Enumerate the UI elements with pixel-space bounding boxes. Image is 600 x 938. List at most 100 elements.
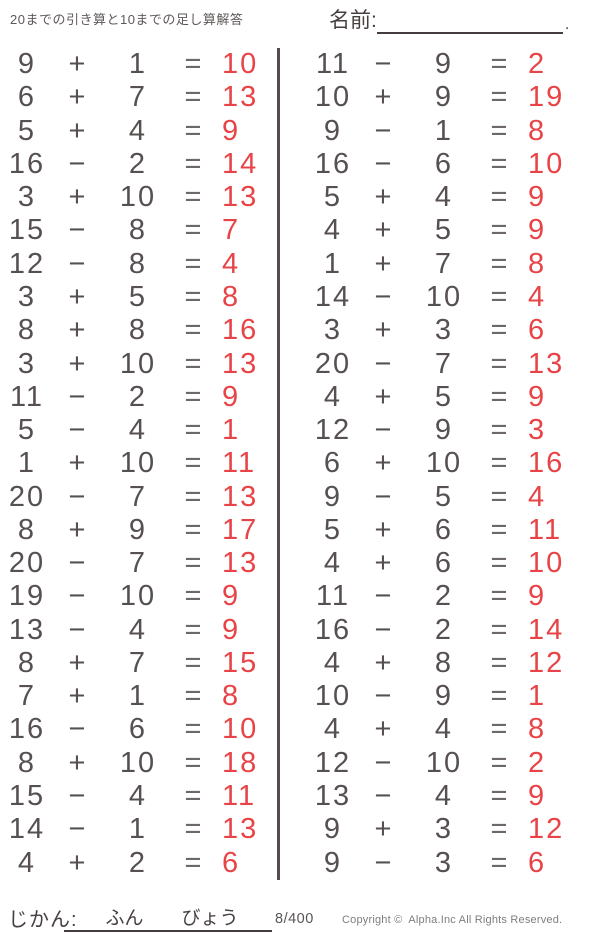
equals-sign: =	[184, 280, 204, 313]
operand-1: 10	[314, 680, 352, 713]
equals-sign: =	[184, 746, 204, 779]
operator-sign: +	[374, 214, 394, 247]
equals-sign: =	[184, 81, 204, 114]
equals-sign: =	[184, 181, 204, 214]
answer-value: 15	[222, 646, 259, 679]
operand-1: 4	[323, 380, 343, 413]
problem-row: 11− 9 = 2	[286, 48, 596, 81]
operand-2: 9	[128, 513, 148, 546]
problem-row: 4 +5 = 9	[286, 381, 596, 414]
operand-1: 12	[8, 247, 46, 280]
equals-sign: =	[184, 214, 204, 247]
answer-value: 6	[528, 314, 547, 347]
operand-1: 9	[323, 480, 343, 513]
operand-1: 20	[8, 547, 46, 580]
worksheet-title: 20までの引き算と10までの足し算解答	[10, 12, 244, 27]
operator-sign: +	[68, 347, 88, 380]
problem-row: 3 +3 = 6	[286, 314, 596, 347]
operator-sign: −	[68, 414, 88, 447]
equals-sign: =	[184, 513, 204, 546]
answer-value: 13	[222, 547, 259, 580]
answer-value: 14	[222, 147, 259, 180]
operand-1: 4	[323, 547, 343, 580]
problem-row: 1 +7 = 8	[286, 248, 596, 281]
equals-sign: =	[490, 813, 510, 846]
problem-row: 12−10 = 2	[286, 747, 596, 780]
answer-value: 12	[528, 813, 565, 846]
answer-value: 13	[222, 81, 259, 114]
operand-1: 11	[315, 580, 351, 613]
answer-value: 4	[222, 247, 241, 280]
equals-sign: =	[490, 414, 510, 447]
problem-row: 14−10 = 4	[286, 281, 596, 314]
operator-sign: −	[68, 580, 88, 613]
problem-row: 12− 9 = 3	[286, 414, 596, 447]
time-write-in-line: ふん びょう	[64, 903, 272, 932]
problem-row: 7 +1 = 8	[4, 680, 276, 713]
problem-row: 4 +8 = 12	[286, 647, 596, 680]
operand-1: 11	[9, 380, 45, 413]
problem-row: 20− 7 = 13	[4, 480, 276, 513]
page-number: 8/400	[275, 911, 314, 927]
problem-row: 11− 2 = 9	[4, 381, 276, 414]
operand-1: 14	[8, 813, 46, 846]
answer-value: 2	[528, 48, 547, 81]
equals-sign: =	[490, 613, 510, 646]
operator-sign: −	[374, 48, 394, 81]
answer-value: 9	[528, 580, 547, 613]
operand-2: 4	[128, 414, 148, 447]
operand-1: 3	[323, 314, 343, 347]
operand-1: 5	[17, 414, 37, 447]
problem-row: 16− 2 = 14	[4, 148, 276, 181]
operator-sign: +	[68, 746, 88, 779]
operator-sign: +	[374, 713, 394, 746]
operand-2: 7	[128, 646, 148, 679]
equals-sign: =	[490, 779, 510, 812]
answer-value: 9	[528, 214, 547, 247]
problem-row: 5− 4 = 1	[4, 414, 276, 447]
problem-row: 5 +4 = 9	[286, 181, 596, 214]
operand-2: 10	[119, 746, 157, 779]
problem-row: 10− 9 = 1	[286, 680, 596, 713]
operand-2: 7	[434, 247, 454, 280]
operator-sign: +	[68, 81, 88, 114]
name-line-period: .	[564, 16, 570, 33]
operator-sign: +	[374, 513, 394, 546]
equals-sign: =	[490, 81, 510, 114]
operand-1: 13	[8, 613, 46, 646]
operand-1: 7	[17, 680, 37, 713]
problem-row: 8 +9 = 17	[4, 514, 276, 547]
answer-value: 11	[528, 513, 563, 546]
operator-sign: +	[68, 447, 88, 480]
operand-2: 2	[128, 846, 148, 879]
equals-sign: =	[184, 813, 204, 846]
operand-2: 8	[434, 646, 454, 679]
answer-value: 4	[528, 280, 547, 313]
operand-1: 4	[323, 214, 343, 247]
name-field: 名前: .	[329, 4, 569, 34]
equals-sign: =	[490, 846, 510, 879]
operand-1: 9	[323, 846, 343, 879]
operand-2: 6	[128, 713, 148, 746]
operand-2: 1	[434, 114, 454, 147]
problem-row: 5 +6 = 11	[286, 514, 596, 547]
answer-value: 9	[528, 779, 547, 812]
operand-2: 10	[119, 580, 157, 613]
equals-sign: =	[184, 114, 204, 147]
operator-sign: −	[68, 813, 88, 846]
operator-sign: +	[68, 181, 88, 214]
problem-row: 20− 7 = 13	[286, 347, 596, 380]
operand-1: 4	[17, 846, 37, 879]
equals-sign: =	[184, 48, 204, 81]
operand-2: 4	[128, 114, 148, 147]
operator-sign: −	[374, 580, 394, 613]
equals-sign: =	[490, 147, 510, 180]
operand-2: 10	[425, 746, 463, 779]
equals-sign: =	[184, 380, 204, 413]
answer-value: 9	[222, 613, 241, 646]
problem-row: 6 +10 = 16	[286, 447, 596, 480]
operand-2: 3	[434, 314, 454, 347]
operand-2: 6	[434, 147, 454, 180]
answer-value: 10	[222, 48, 259, 81]
